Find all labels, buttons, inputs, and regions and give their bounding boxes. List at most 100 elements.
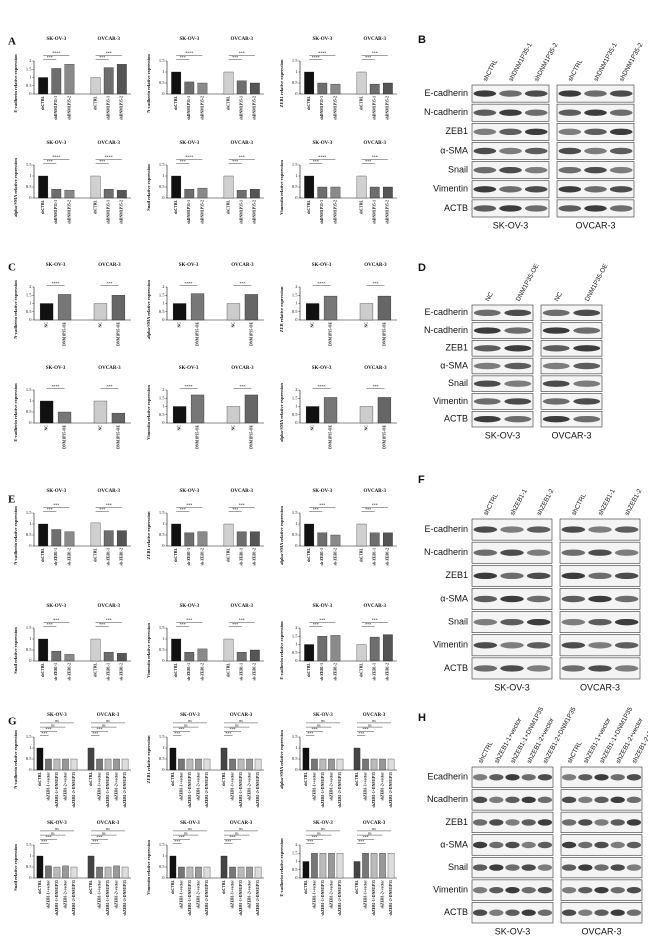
x-tick-label: sh-ZEB1-2 — [333, 548, 337, 566]
protein-band — [524, 166, 548, 174]
y-axis-label: Snail relative expression — [146, 164, 151, 211]
significance-label: *** — [239, 281, 245, 286]
x-tick-label: NC — [231, 425, 235, 431]
x-tick-label: sh-ZEB1-1 — [107, 663, 111, 681]
x-tick-label: shCTRL — [226, 200, 230, 215]
x-tick-label: shDNM1P35-1 — [240, 96, 244, 120]
protein-band — [504, 415, 532, 423]
bar — [317, 82, 328, 95]
group-label: OVCAR-3 — [363, 489, 386, 494]
protein-label: Vimentin — [433, 396, 468, 406]
protein-band — [584, 205, 607, 212]
protein-band — [524, 205, 548, 212]
x-tick-label: sh-ZEB1-2 — [120, 548, 124, 566]
group-label: OVCAR-3 — [97, 604, 120, 609]
protein-band — [504, 345, 532, 352]
bar — [178, 866, 185, 879]
x-tick-label: sh-ZEB1-1 — [373, 663, 377, 681]
y-tick-label: 2 — [162, 387, 164, 392]
panel-label: D — [418, 262, 426, 274]
y-tick-label: 1.5 — [292, 395, 298, 400]
y-axis-label: E-cadherin relative expression — [13, 383, 18, 442]
blot-frame — [540, 340, 603, 357]
significance-label: *** — [372, 281, 378, 286]
significance-label: *** — [365, 622, 371, 627]
protein-band — [473, 186, 497, 193]
bar — [369, 532, 380, 547]
significance-label: ns — [106, 718, 110, 723]
y-axis-label: ZEB relative expression — [279, 286, 284, 332]
lane-label: shZEB1-1 — [597, 488, 617, 517]
group-label: SK-OV-3 — [179, 366, 199, 371]
x-tick-label: shCTRL — [222, 880, 226, 895]
cell-line-label: SK-OV-3 — [485, 430, 521, 440]
x-tick-label: DNM1P35-OE — [382, 425, 386, 449]
significance-label: ns — [321, 718, 325, 723]
x-tick-label: shZEB1-2+vector — [329, 880, 333, 909]
group-label: SK-OV-3 — [312, 604, 332, 609]
y-tick-label: 1 — [162, 404, 164, 409]
x-tick-label: shZEB1-1+vector — [46, 880, 50, 909]
protein-band — [542, 309, 570, 317]
bar — [353, 747, 361, 771]
bar — [57, 294, 72, 321]
bar — [116, 653, 127, 662]
significance-label: ns — [184, 830, 188, 835]
bar — [237, 758, 245, 771]
significance-label: *** — [174, 839, 180, 844]
x-tick-label: NC — [231, 322, 235, 328]
bar — [254, 866, 262, 879]
protein-band — [594, 819, 609, 826]
y-axis-label: N-cadherin relative expression — [13, 280, 18, 339]
bar — [203, 866, 211, 879]
significance-label: *** — [239, 51, 245, 56]
bar — [116, 64, 127, 95]
bar — [220, 747, 228, 771]
x-tick-label: shDNM1P35-2 — [120, 96, 124, 120]
y-tick-label: 0 — [295, 658, 298, 663]
bar — [103, 67, 114, 95]
significance-label: *** — [313, 159, 319, 164]
protein-band — [584, 166, 607, 174]
protein-label: E-cadherin — [424, 524, 468, 534]
protein-band — [499, 147, 522, 155]
bar — [113, 865, 120, 879]
y-tick-label: 0.5 — [159, 756, 165, 761]
y-tick-label: 2 — [295, 625, 297, 630]
x-tick-label: shCTRL — [171, 880, 175, 895]
y-tick-label: 0 — [162, 195, 165, 200]
protein-band — [504, 309, 532, 317]
bar — [39, 400, 54, 424]
x-tick-label: shCTRL — [359, 663, 363, 678]
y-axis-label: ZEB1 relative expression — [146, 511, 151, 560]
significance-label: *** — [232, 622, 238, 627]
protein-label: ACTB — [444, 203, 468, 213]
bar — [186, 758, 194, 771]
blot-frame — [540, 393, 603, 410]
protein-band — [473, 595, 498, 603]
protein-band — [472, 909, 488, 916]
x-tick-label: sh-ZEB1-1 — [107, 548, 111, 566]
blot-frame — [471, 340, 534, 357]
x-tick-label: shZEB1-1+DNM1P35 — [55, 772, 59, 808]
bar — [111, 295, 126, 321]
y-tick-label: 0.5 — [26, 532, 32, 537]
significance-label: *** — [232, 159, 238, 164]
x-tick-label: sh-ZEB1-1 — [54, 548, 58, 566]
protein-band — [542, 345, 570, 352]
bar — [328, 758, 335, 771]
x-tick-label: NC — [364, 425, 368, 431]
y-tick-label: 0.5 — [26, 409, 32, 414]
significance-label: *** — [363, 727, 369, 732]
bar — [171, 71, 182, 95]
bar — [53, 866, 61, 879]
bar — [93, 303, 108, 321]
significance-label: *** — [99, 622, 105, 627]
y-tick-label: 0 — [295, 543, 298, 548]
protein-band — [610, 886, 625, 894]
protein-band — [526, 549, 551, 556]
protein-band — [473, 526, 498, 533]
protein-band — [473, 642, 498, 649]
protein-label: ZEB1 — [445, 126, 468, 136]
y-tick-label: 0.5 — [159, 864, 165, 869]
